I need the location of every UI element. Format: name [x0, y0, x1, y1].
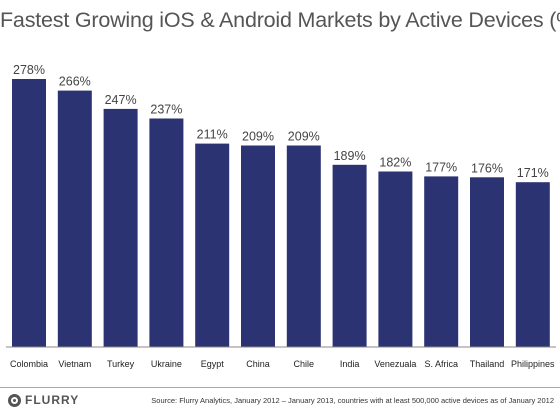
value-label-9: 177% [425, 160, 457, 174]
value-label-11: 171% [517, 166, 549, 180]
category-label-5: China [246, 359, 270, 369]
value-label-2: 247% [105, 93, 137, 107]
value-label-4: 211% [197, 128, 228, 142]
bar-3 [149, 118, 184, 347]
category-label-10: Thailand [470, 359, 505, 369]
category-label-7: India [340, 359, 360, 369]
flurry-logo-text: FLURRY [25, 393, 80, 407]
bar-8 [378, 171, 413, 347]
category-label-8: Venezuala [374, 359, 416, 369]
bar-1 [57, 90, 92, 347]
footer-divider [0, 387, 560, 388]
bar-11 [515, 182, 550, 347]
bar-4 [195, 143, 230, 347]
value-label-1: 266% [59, 75, 91, 89]
source-note: Source: Flurry Analytics, January 2012 –… [151, 396, 554, 405]
value-label-0: 278% [13, 63, 45, 77]
value-label-8: 182% [379, 156, 411, 170]
bar-6 [286, 145, 321, 347]
category-label-3: Ukraine [151, 359, 182, 369]
bar-0 [12, 79, 46, 347]
category-label-4: Egypt [201, 359, 225, 369]
bar-9 [424, 176, 459, 347]
category-label-1: Vietnam [58, 359, 91, 369]
category-label-2: Turkey [107, 359, 135, 369]
value-label-3: 237% [150, 103, 182, 117]
bar-2 [103, 108, 138, 348]
category-label-9: S. Africa [424, 359, 458, 369]
category-label-6: Chile [294, 359, 315, 369]
value-label-7: 189% [334, 149, 366, 163]
bar-10 [470, 177, 504, 347]
value-label-6: 209% [288, 130, 320, 144]
category-label-11: Philippines [511, 359, 555, 369]
flurry-logo-icon [8, 393, 21, 407]
bar-7 [332, 164, 367, 347]
flurry-logo: FLURRY [8, 392, 79, 408]
value-label-5: 209% [242, 130, 274, 144]
bar-5 [241, 145, 275, 347]
value-label-10: 176% [471, 161, 503, 175]
category-label-0: Colombia [10, 359, 48, 369]
chart-title: Fastest Growing iOS & Android Markets by… [0, 8, 560, 32]
